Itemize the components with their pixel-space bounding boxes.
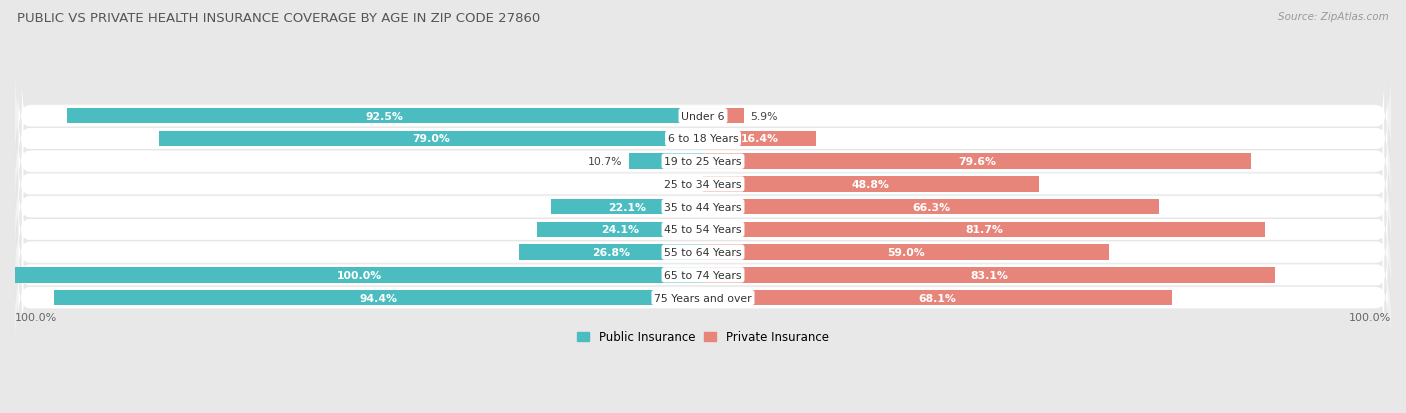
FancyBboxPatch shape — [22, 217, 1384, 288]
Bar — [159, 131, 703, 147]
Text: 19 to 25 Years: 19 to 25 Years — [664, 157, 742, 167]
FancyBboxPatch shape — [18, 184, 1388, 231]
Text: 66.3%: 66.3% — [912, 202, 950, 212]
FancyBboxPatch shape — [18, 252, 1388, 299]
Text: 79.6%: 79.6% — [957, 157, 995, 167]
Bar — [703, 154, 1251, 169]
FancyBboxPatch shape — [22, 81, 1384, 152]
Text: 16.4%: 16.4% — [741, 134, 779, 144]
Text: 81.7%: 81.7% — [965, 225, 1002, 235]
Bar — [66, 109, 703, 124]
Text: 100.0%: 100.0% — [15, 313, 58, 323]
Text: 65 to 74 Years: 65 to 74 Years — [664, 270, 742, 280]
FancyBboxPatch shape — [18, 138, 1388, 185]
Text: 22.1%: 22.1% — [607, 202, 645, 212]
Text: Under 6: Under 6 — [682, 112, 724, 121]
FancyBboxPatch shape — [22, 263, 1384, 333]
Text: 48.8%: 48.8% — [852, 180, 890, 190]
FancyBboxPatch shape — [22, 172, 1384, 242]
FancyBboxPatch shape — [15, 139, 1391, 230]
FancyBboxPatch shape — [18, 116, 1388, 163]
Text: 6 to 18 Years: 6 to 18 Years — [668, 134, 738, 144]
Text: 45 to 54 Years: 45 to 54 Years — [664, 225, 742, 235]
FancyBboxPatch shape — [15, 185, 1391, 275]
FancyBboxPatch shape — [22, 104, 1384, 175]
Bar — [703, 199, 1159, 215]
Text: 24.1%: 24.1% — [602, 225, 640, 235]
Text: 75 Years and over: 75 Years and over — [654, 293, 752, 303]
Bar — [703, 245, 1109, 260]
Text: 68.1%: 68.1% — [918, 293, 956, 303]
Legend: Public Insurance, Private Insurance: Public Insurance, Private Insurance — [572, 326, 834, 348]
FancyBboxPatch shape — [18, 274, 1388, 321]
Text: 100.0%: 100.0% — [336, 270, 381, 280]
Bar — [537, 222, 703, 237]
Text: 26.8%: 26.8% — [592, 247, 630, 257]
FancyBboxPatch shape — [15, 230, 1391, 320]
FancyBboxPatch shape — [18, 161, 1388, 208]
Text: PUBLIC VS PRIVATE HEALTH INSURANCE COVERAGE BY AGE IN ZIP CODE 27860: PUBLIC VS PRIVATE HEALTH INSURANCE COVER… — [17, 12, 540, 25]
Bar — [630, 154, 703, 169]
Text: 10.7%: 10.7% — [588, 157, 623, 167]
Bar — [15, 268, 703, 283]
FancyBboxPatch shape — [22, 149, 1384, 220]
FancyBboxPatch shape — [18, 93, 1388, 140]
FancyBboxPatch shape — [15, 162, 1391, 252]
Text: 94.4%: 94.4% — [360, 293, 398, 303]
Text: 25 to 34 Years: 25 to 34 Years — [664, 180, 742, 190]
FancyBboxPatch shape — [18, 206, 1388, 254]
FancyBboxPatch shape — [18, 229, 1388, 276]
Bar — [703, 290, 1171, 306]
Bar — [703, 268, 1275, 283]
Text: 59.0%: 59.0% — [887, 247, 925, 257]
FancyBboxPatch shape — [15, 116, 1391, 207]
Bar — [519, 245, 703, 260]
FancyBboxPatch shape — [22, 195, 1384, 265]
FancyBboxPatch shape — [22, 126, 1384, 197]
Bar — [703, 222, 1265, 237]
Text: 83.1%: 83.1% — [970, 270, 1008, 280]
Text: 5.9%: 5.9% — [751, 112, 778, 121]
Bar — [551, 199, 703, 215]
Text: 92.5%: 92.5% — [366, 112, 404, 121]
Bar — [703, 177, 1039, 192]
Text: 79.0%: 79.0% — [412, 134, 450, 144]
FancyBboxPatch shape — [15, 94, 1391, 185]
FancyBboxPatch shape — [15, 252, 1391, 343]
FancyBboxPatch shape — [22, 240, 1384, 311]
Bar — [703, 131, 815, 147]
FancyBboxPatch shape — [15, 71, 1391, 162]
Bar — [53, 290, 703, 306]
Text: 0.0%: 0.0% — [668, 180, 696, 190]
Text: Source: ZipAtlas.com: Source: ZipAtlas.com — [1278, 12, 1389, 22]
Bar — [703, 109, 744, 124]
Text: 100.0%: 100.0% — [1348, 313, 1391, 323]
FancyBboxPatch shape — [15, 207, 1391, 298]
Text: 55 to 64 Years: 55 to 64 Years — [664, 247, 742, 257]
Text: 35 to 44 Years: 35 to 44 Years — [664, 202, 742, 212]
